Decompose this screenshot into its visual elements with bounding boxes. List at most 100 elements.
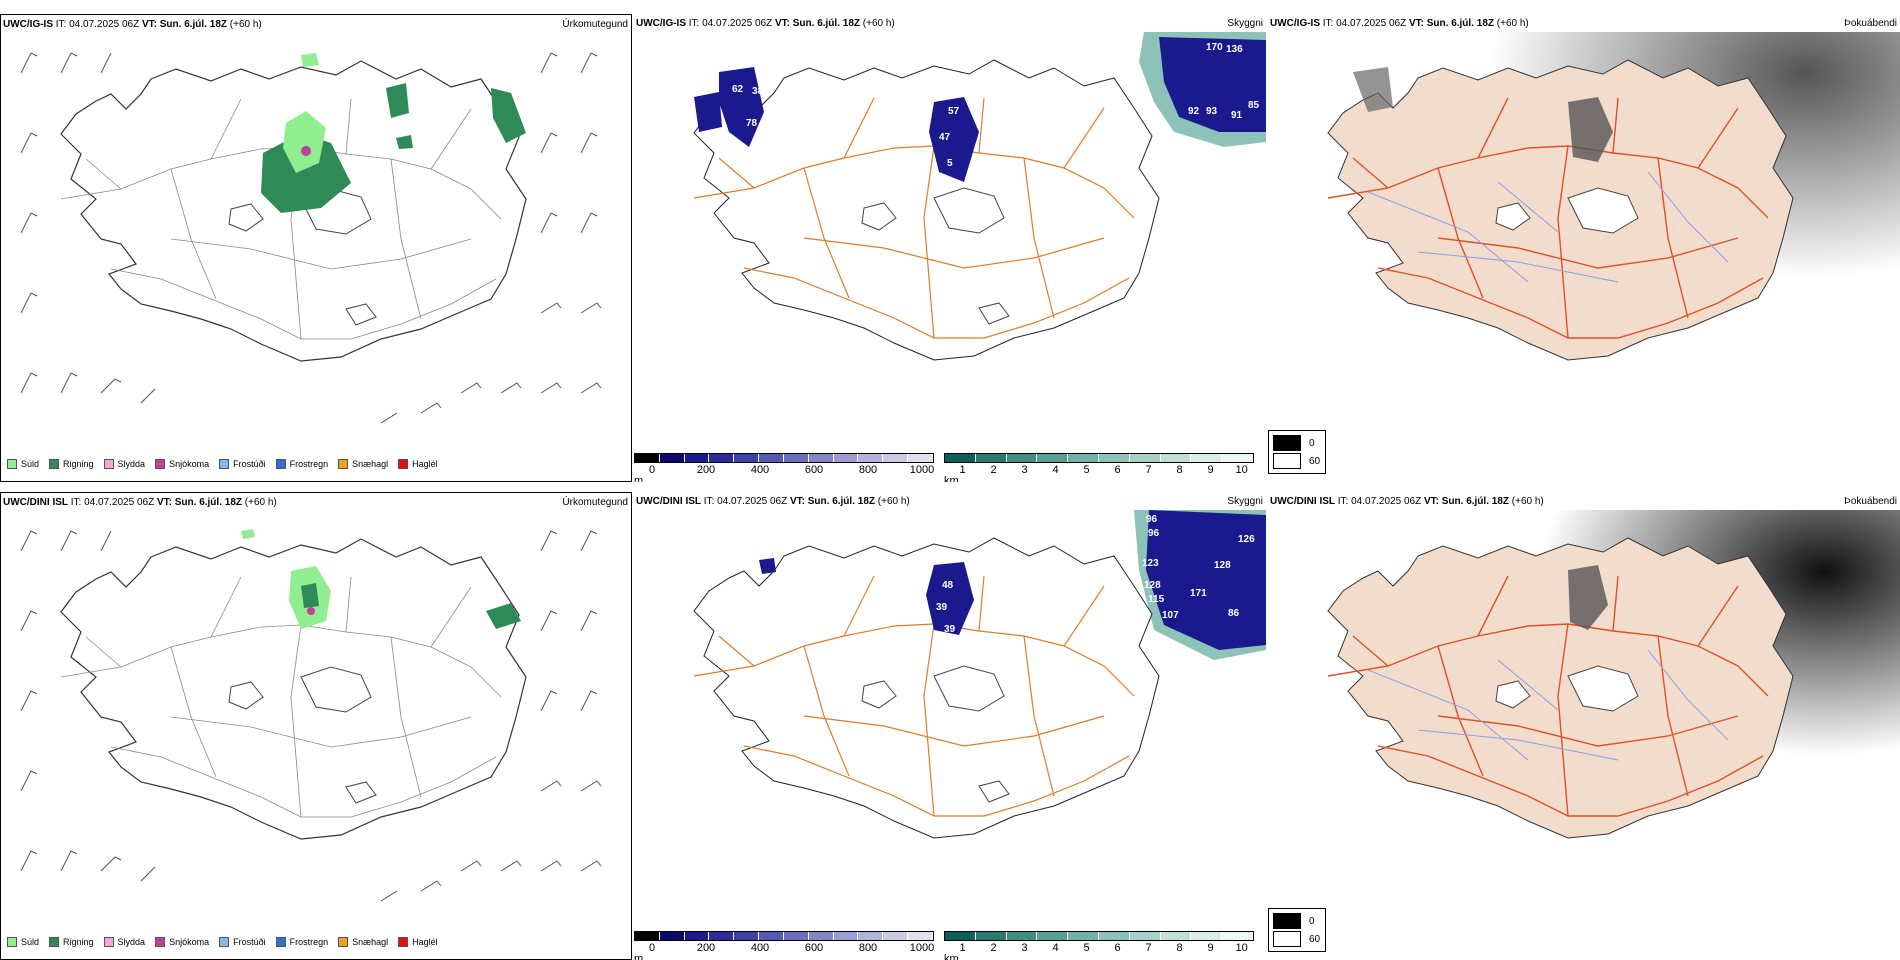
colorbar-swatch — [908, 454, 933, 462]
colorbar-tick: 6 — [1114, 464, 1121, 476]
colorbar-tick: 5 — [1083, 942, 1090, 954]
colorbar-swatch — [1006, 454, 1038, 462]
colorbar-swatch — [1160, 932, 1192, 940]
panel-header: UWC/DINI ISL IT: 04.07.2025 06Z VT: Sun.… — [636, 496, 910, 507]
colorbar-swatch — [783, 454, 809, 462]
colorbar-swatch — [635, 454, 660, 462]
colorbar-tick: 7 — [1145, 464, 1152, 476]
colorbar-tick: 600 — [804, 464, 824, 476]
precip-areas — [261, 53, 526, 213]
precip-legend: Súld Rigning Slydda Snjókoma Frostúði Fr… — [7, 937, 438, 947]
cloudbase-bar — [634, 931, 934, 941]
colorbar-tick: 10 — [1235, 942, 1248, 954]
precip-map — [20, 52, 602, 424]
colorbar-tick: 400 — [750, 464, 770, 476]
cloud-panel-bottom: UWC/DINI ISL IT: 04.07.2025 06Z VT: Sun.… — [634, 492, 1266, 960]
colorbar-swatch — [945, 932, 976, 940]
colorbar-swatch — [1222, 454, 1253, 462]
colorbar-tick: 6 — [1114, 942, 1121, 954]
fog-legend: 0 60 — [1268, 908, 1326, 952]
visibility-bar — [944, 931, 1254, 941]
colorbar-tick: 800 — [858, 942, 878, 954]
colorbar-swatch — [945, 454, 976, 462]
colorbar-tick: 1 — [959, 464, 966, 476]
colorbar-swatch — [734, 932, 760, 940]
colorbar-tick: 0 — [648, 464, 656, 476]
colorbar-swatch — [1037, 454, 1069, 462]
cloudbase-ticks: m 0 200 400 600 800 1000 — [634, 942, 935, 960]
colorbar-swatch — [759, 932, 784, 940]
colorbar-tick: 200 — [696, 464, 716, 476]
colorbar-tick: 2 — [990, 942, 997, 954]
colorbar-swatch — [734, 454, 760, 462]
colorbar-tick: 10 — [1235, 464, 1248, 476]
cloudbase-colorbar: m 0 200 400 600 800 1000 — [634, 453, 935, 482]
colorbar-tick: 7 — [1145, 942, 1152, 954]
cloud-map — [693, 510, 1266, 839]
legend-item-frostudi: Frostúði — [219, 459, 266, 469]
colorbar-swatch — [858, 454, 884, 462]
panel-title: Úrkomutegund — [562, 497, 628, 508]
cloudbase-ticks: m 0 200 400 600 800 1000 — [634, 464, 935, 482]
panel-header: UWC/DINI ISL IT: 04.07.2025 06Z VT: Sun.… — [1270, 496, 1544, 507]
colorbar-tick: 1 — [959, 942, 966, 954]
colorbar-swatch — [1129, 932, 1161, 940]
colorbar-tick: 3 — [1021, 464, 1028, 476]
precip-panel-bottom: UWC/DINI ISL IT: 04.07.2025 06Z VT: Sun.… — [0, 492, 632, 960]
cloud-map — [693, 32, 1266, 361]
colorbar-swatch — [635, 932, 660, 940]
panel-title: Þokuábendi — [1844, 18, 1897, 29]
wind-barbs — [20, 52, 602, 424]
colorbar-swatch — [975, 932, 1007, 940]
colorbar-unit: km — [944, 475, 959, 482]
colorbar-swatch — [759, 454, 784, 462]
colorbar-tick: 4 — [1052, 942, 1059, 954]
legend-item-rigning: Rigning — [49, 459, 94, 469]
visibility-ticks: km 1 2 3 4 5 6 7 8 9 10 — [944, 942, 1254, 960]
visibility-colorbar: km 1 2 3 4 5 6 7 8 9 10 — [944, 931, 1254, 960]
legend-item-haglel: Haglél — [398, 459, 438, 469]
colorbar-swatch — [1037, 932, 1069, 940]
legend-item-sudl: Súld — [7, 459, 39, 469]
colorbar-tick: 8 — [1176, 942, 1183, 954]
panel-title: Úrkomutegund — [562, 19, 628, 30]
colorbar-swatch — [1222, 932, 1253, 940]
colorbar-swatch — [1098, 454, 1130, 462]
colorbar-swatch — [908, 932, 933, 940]
colorbar-tick: 1000 — [909, 464, 935, 476]
fog-map — [1268, 510, 1900, 920]
colorbar-unit: m — [634, 475, 644, 482]
colorbar-tick: 9 — [1207, 942, 1214, 954]
visibility-colorbar: km 1 2 3 4 5 6 7 8 9 10 — [944, 453, 1254, 482]
cloud-panel-top: UWC/IG-IS IT: 04.07.2025 06Z VT: Sun. 6.… — [634, 14, 1266, 482]
colorbar-swatch — [1068, 932, 1099, 940]
panel-header: UWC/DINI ISL IT: 04.07.2025 06Z VT: Sun.… — [3, 497, 277, 508]
colorbar-swatch — [808, 454, 834, 462]
visibility-bar — [944, 453, 1254, 463]
cloudbase-bar — [634, 453, 934, 463]
colorbar-swatch — [1129, 454, 1161, 462]
colorbar-tick: 9 — [1207, 464, 1214, 476]
colorbar-swatch — [1068, 454, 1099, 462]
colorbar-swatch — [1098, 932, 1130, 940]
panel-title: Skyggni — [1227, 496, 1263, 507]
precip-map — [20, 529, 602, 902]
fog-legend: 0 60 — [1268, 430, 1326, 474]
fog-panel-top: UWC/IG-IS IT: 04.07.2025 06Z VT: Sun. 6.… — [1268, 14, 1900, 482]
colorbar-tick: 0 — [648, 942, 656, 954]
colorbar-swatch — [1191, 932, 1223, 940]
legend-item-slydda: Slydda — [103, 459, 145, 469]
colorbar-tick: 3 — [1021, 942, 1028, 954]
colorbar-swatch — [1191, 454, 1223, 462]
panel-title: Skyggni — [1227, 18, 1263, 29]
colorbar-swatch — [659, 932, 685, 940]
panel-header: UWC/IG-IS IT: 04.07.2025 06Z VT: Sun. 6.… — [3, 19, 262, 30]
colorbar-unit: m — [634, 953, 644, 960]
colorbar-tick: 1000 — [909, 942, 935, 954]
colorbar-tick: 600 — [804, 942, 824, 954]
panel-header: UWC/IG-IS IT: 04.07.2025 06Z VT: Sun. 6.… — [1270, 18, 1529, 29]
colorbar-swatch — [659, 454, 685, 462]
colorbar-swatch — [709, 932, 735, 940]
legend-item-snjokoma: Snjókoma — [155, 459, 209, 469]
colorbar-swatch — [684, 932, 710, 940]
